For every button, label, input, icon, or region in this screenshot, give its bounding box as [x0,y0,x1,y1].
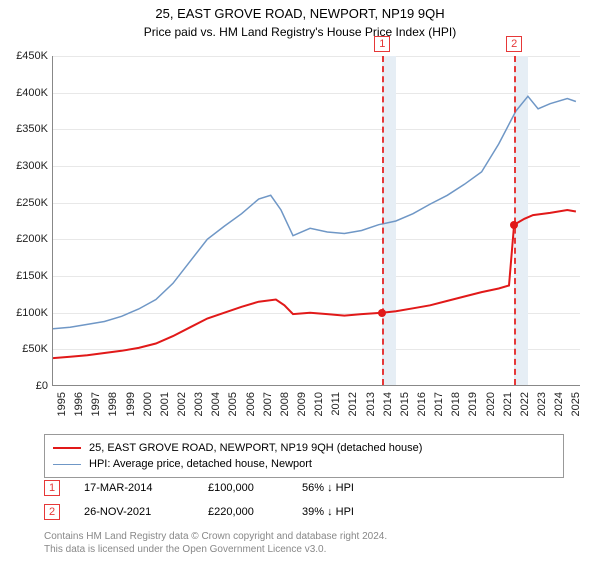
x-tick-label: 2003 [193,392,205,422]
footer-line-2: This data is licensed under the Open Gov… [44,543,387,556]
y-tick-label: £250K [4,197,48,209]
x-tick-label: 2014 [382,392,394,422]
legend-swatch [53,464,81,465]
chart-legend: 25, EAST GROVE ROAD, NEWPORT, NP19 9QH (… [44,434,564,478]
x-tick-label: 2002 [176,392,188,422]
y-tick-label: £50K [4,343,48,355]
x-tick-label: 2011 [330,392,342,422]
y-tick-label: £150K [4,270,48,282]
x-tick-label: 2017 [433,392,445,422]
x-tick-label: 2016 [416,392,428,422]
sale-row-1: 1 17-MAR-2014 £100,000 56% ↓ HPI [44,480,382,496]
x-tick-label: 2015 [399,392,411,422]
x-tick-label: 2020 [485,392,497,422]
sale-marker-1: 1 [44,480,60,496]
sale-price-2: £220,000 [208,506,278,518]
x-tick-label: 2004 [210,392,222,422]
x-tick-label: 1998 [107,392,119,422]
sale-date-2: 26-NOV-2021 [84,506,184,518]
sale-date-1: 17-MAR-2014 [84,482,184,494]
reference-line [382,56,384,385]
y-tick-label: £400K [4,87,48,99]
legend-label: HPI: Average price, detached house, Newp… [89,458,312,470]
x-tick-label: 2005 [227,392,239,422]
legend-item: 25, EAST GROVE ROAD, NEWPORT, NP19 9QH (… [53,440,555,456]
sale-price-1: £100,000 [208,482,278,494]
y-tick-label: £100K [4,307,48,319]
x-tick-label: 1996 [73,392,85,422]
x-tick-label: 1997 [90,392,102,422]
legend-label: 25, EAST GROVE ROAD, NEWPORT, NP19 9QH (… [89,442,422,454]
chart-plot-area: 12 [52,56,580,386]
footer-line-1: Contains HM Land Registry data © Crown c… [44,530,387,543]
sale-diff-2: 39% ↓ HPI [302,506,382,518]
chart-lines-svg [53,56,581,386]
y-tick-label: £0 [4,380,48,392]
x-tick-label: 2024 [553,392,565,422]
reference-label: 2 [506,36,522,52]
x-tick-label: 2006 [245,392,257,422]
chart-title: 25, EAST GROVE ROAD, NEWPORT, NP19 9QH [0,6,600,21]
y-tick-label: £200K [4,233,48,245]
sale-diff-1: 56% ↓ HPI [302,482,382,494]
x-tick-label: 2010 [313,392,325,422]
reference-label: 1 [374,36,390,52]
series-price_paid [53,210,576,358]
y-tick-label: £300K [4,160,48,172]
series-hpi [53,96,576,328]
x-tick-label: 2019 [467,392,479,422]
data-marker [510,221,518,229]
sale-marker-2: 2 [44,504,60,520]
x-tick-label: 2000 [142,392,154,422]
y-tick-label: £350K [4,123,48,135]
x-tick-label: 2007 [262,392,274,422]
x-tick-label: 2025 [570,392,582,422]
x-tick-label: 2021 [502,392,514,422]
y-tick-label: £450K [4,50,48,62]
x-tick-label: 2012 [347,392,359,422]
sale-row-2: 2 26-NOV-2021 £220,000 39% ↓ HPI [44,504,382,520]
x-tick-label: 2001 [159,392,171,422]
chart-footer: Contains HM Land Registry data © Crown c… [44,530,387,556]
x-tick-label: 1995 [56,392,68,422]
x-tick-label: 2013 [365,392,377,422]
data-marker [378,309,386,317]
x-tick-label: 2022 [519,392,531,422]
legend-swatch [53,447,81,449]
x-tick-label: 2023 [536,392,548,422]
x-tick-label: 2018 [450,392,462,422]
legend-item: HPI: Average price, detached house, Newp… [53,456,555,472]
x-tick-label: 2009 [296,392,308,422]
x-tick-label: 2008 [279,392,291,422]
x-tick-label: 1999 [125,392,137,422]
